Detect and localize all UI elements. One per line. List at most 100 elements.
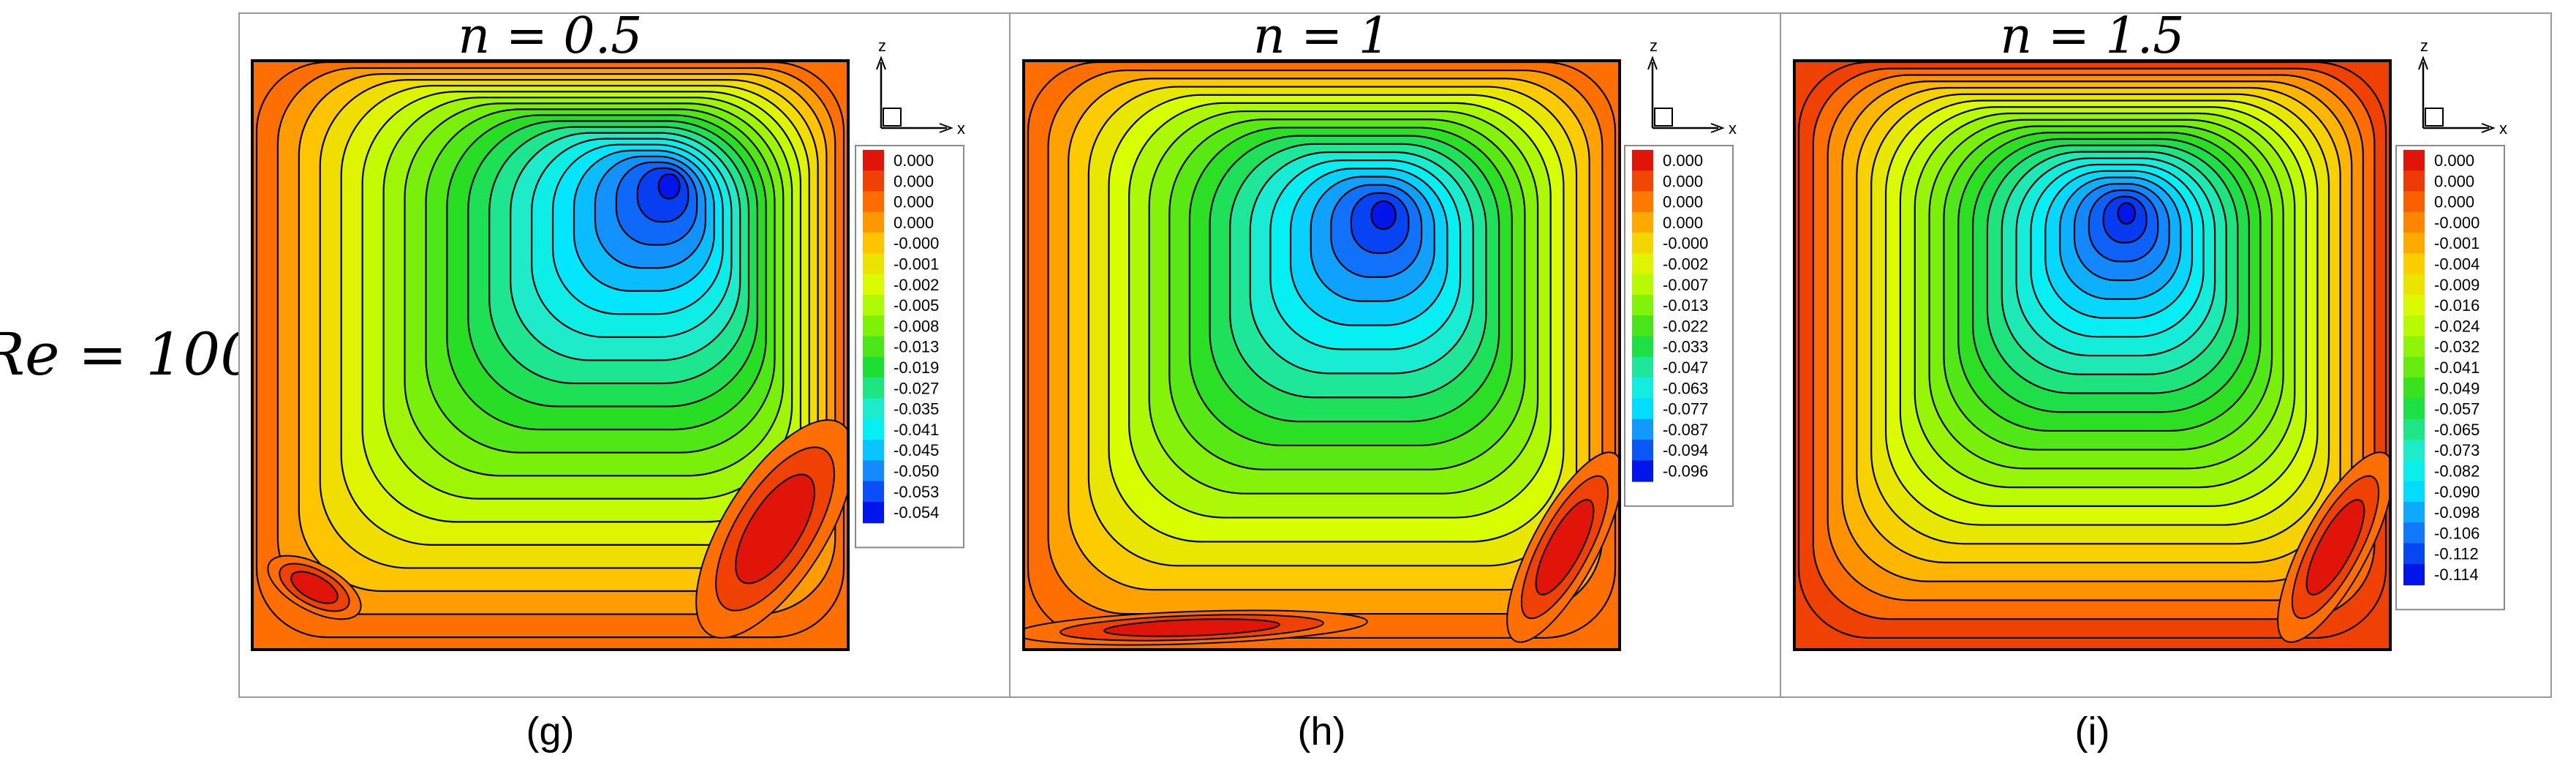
- colorbar-level-label: -0.112: [2434, 545, 2479, 563]
- colorbar-level-label: -0.016: [2434, 296, 2479, 315]
- secondary-vortex: [1024, 609, 1368, 646]
- colorbar-swatch: [863, 398, 884, 420]
- colorbar-swatch: [2403, 543, 2425, 565]
- colorbar-level-label: -0.096: [1663, 462, 1708, 481]
- colorbar-level-label: -0.013: [894, 338, 939, 356]
- colorbar-swatch: [863, 233, 884, 255]
- colorbar-level-label: 0.000: [1663, 172, 1703, 190]
- axis-triad: zx: [876, 37, 965, 138]
- colorbar-level-label: 0.000: [894, 214, 934, 232]
- colorbar-swatch: [863, 418, 884, 441]
- colorbar-level-label: -0.019: [894, 358, 939, 377]
- colorbar-level-label: -0.094: [1663, 441, 1708, 459]
- axis-triad: zx: [1647, 37, 1737, 138]
- colorbar-level-label: -0.002: [894, 276, 939, 294]
- colorbar-swatch: [2403, 149, 2425, 172]
- colorbar-level-label: 0.000: [1663, 214, 1703, 232]
- colorbar-swatch: [863, 460, 884, 482]
- colorbar-swatch: [2403, 377, 2425, 399]
- colorbar-level-label: -0.106: [2434, 524, 2479, 542]
- colorbar-swatch: [1632, 149, 1653, 172]
- colorbar-swatch: [1632, 460, 1653, 482]
- colorbar-level-label: 0.000: [2434, 193, 2474, 211]
- plot-border: [1793, 59, 2392, 651]
- panel-title: n = 1.5: [2000, 7, 2184, 65]
- colorbar-swatch: [2403, 233, 2425, 255]
- colorbar-level-label: -0.049: [2434, 379, 2479, 397]
- streamline: [657, 173, 681, 200]
- colorbar-level-label: -0.027: [894, 379, 939, 397]
- contour-plot: [1024, 61, 1620, 650]
- colorbar-swatch: [863, 481, 884, 503]
- streamline: [2117, 202, 2137, 225]
- colorbar-level-label: 0.000: [1663, 151, 1703, 170]
- panel-title: n = 0.5: [458, 7, 642, 65]
- row-label: Re = 100: [0, 320, 257, 388]
- colorbar-legend: 0.000 0.000 0.000 -0.000 -0.001 -0.004 -0.009 -…: [2395, 145, 2505, 611]
- colorbar-swatch: [2403, 501, 2425, 524]
- panel-caption: (h): [1298, 710, 1346, 753]
- colorbar-level-label: 0.000: [1663, 193, 1703, 211]
- colorbar-level-label: -0.041: [2434, 358, 2479, 377]
- colorbar-level-label: -0.005: [894, 296, 939, 315]
- axis-label-x: x: [957, 119, 965, 138]
- axis-label-x: x: [1729, 119, 1737, 138]
- axis-label-z: z: [2420, 37, 2428, 55]
- colorbar-swatch: [863, 315, 884, 337]
- colorbar-level-label: -0.013: [1663, 296, 1708, 315]
- axis-label-z: z: [878, 37, 886, 55]
- colorbar-swatch: [2403, 315, 2425, 337]
- colorbar-level-label: -0.000: [894, 234, 939, 252]
- plot-border: [251, 59, 850, 651]
- colorbar-level-label: -0.035: [894, 400, 939, 418]
- colorbar-swatch: [2403, 356, 2425, 379]
- colorbar-level-label: 0.000: [894, 193, 934, 211]
- colorbar-level-label: -0.077: [1663, 400, 1708, 418]
- colorbar-level-label: -0.057: [2434, 400, 2479, 418]
- colorbar-swatch: [2403, 336, 2425, 358]
- colorbar-swatch: [1632, 398, 1653, 420]
- colorbar-swatch: [1632, 336, 1653, 358]
- colorbar-swatch: [2403, 294, 2425, 317]
- contour-plot: [1794, 61, 2390, 650]
- colorbar-level-label: -0.009: [2434, 276, 2479, 294]
- colorbar-level-label: -0.045: [894, 441, 939, 459]
- colorbar-level-label: -0.007: [1663, 276, 1708, 294]
- colorbar-swatch: [863, 253, 884, 275]
- colorbar-legend: 0.000 0.000 0.000 0.000 -0.000 -0.001 -0.002 -0…: [855, 145, 964, 549]
- colorbar-swatch: [1632, 315, 1653, 337]
- colorbar-swatch: [2403, 170, 2425, 192]
- colorbar-level-label: -0.001: [2434, 234, 2479, 252]
- colorbar-swatch: [1632, 356, 1653, 379]
- colorbar-level-label: -0.047: [1663, 358, 1708, 377]
- colorbar-level-label: -0.090: [2434, 483, 2479, 501]
- colorbar-swatch: [863, 191, 884, 213]
- colorbar-level-label: 0.000: [2434, 172, 2474, 190]
- secondary-vortex: [2277, 451, 2390, 643]
- colorbar-swatch: [2403, 398, 2425, 420]
- colorbar-level-label: -0.033: [1663, 338, 1708, 356]
- colorbar-level-label: -0.024: [2434, 317, 2479, 335]
- panel-2: n = 1(h)zx0.0000.0000.0000.000-0.000-0.0…: [1009, 7, 1781, 753]
- colorbar-swatch: [1632, 211, 1653, 234]
- colorbar-swatch: [2403, 460, 2425, 482]
- plot-border: [1022, 59, 1621, 651]
- colorbar-swatch: [1632, 191, 1653, 213]
- colorbar-legend: 0.000 0.000 0.000 0.000 -0.000 -0.002 -0.007 -0…: [1624, 145, 1734, 507]
- colorbar-swatch: [2403, 274, 2425, 296]
- colorbar-level-label: -0.053: [894, 483, 939, 501]
- secondary-vortex: [1506, 451, 1620, 643]
- colorbar-level-label: -0.114: [2434, 565, 2479, 584]
- colorbar-swatch: [863, 211, 884, 234]
- colorbar-swatch: [2403, 563, 2425, 586]
- colorbar-swatch: [2403, 440, 2425, 462]
- colorbar-swatch: [1632, 253, 1653, 275]
- colorbar-swatch: [1632, 418, 1653, 441]
- axis-triad: zx: [2418, 37, 2507, 138]
- colorbar-level-label: -0.050: [894, 462, 939, 481]
- colorbar-swatch: [863, 170, 884, 192]
- colorbar-level-label: 0.000: [2434, 151, 2474, 170]
- colorbar-swatch: [2403, 418, 2425, 441]
- colorbar-level-label: -0.098: [2434, 503, 2479, 522]
- panel-caption: (g): [526, 710, 575, 753]
